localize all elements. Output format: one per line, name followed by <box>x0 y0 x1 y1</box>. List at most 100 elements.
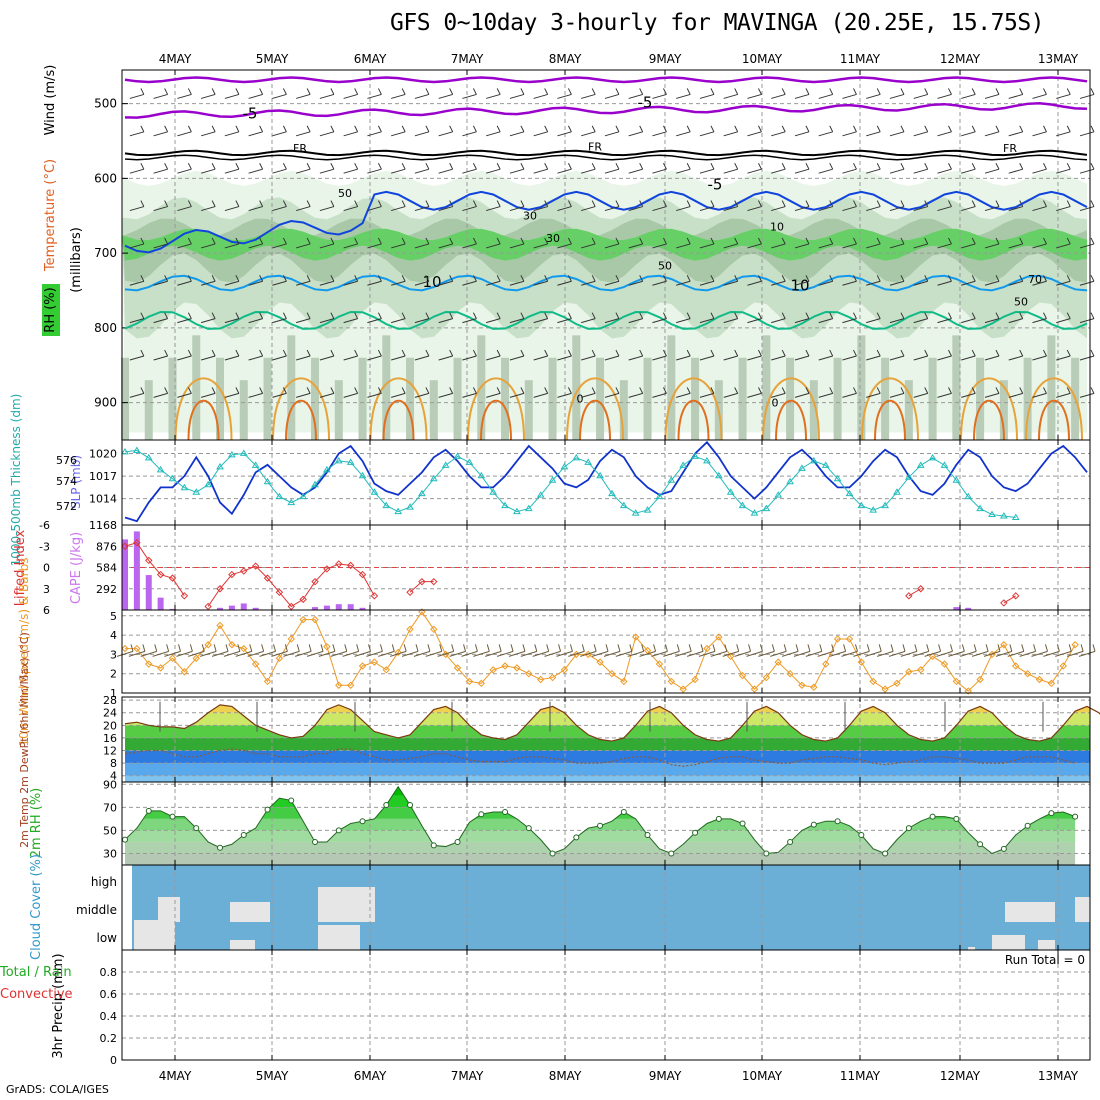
wind-barb-flag <box>781 387 786 394</box>
date-label-top: 5MAY <box>256 52 289 66</box>
wind-barb <box>224 206 240 212</box>
thickness-point <box>596 471 604 479</box>
thickness-point <box>418 489 426 497</box>
wind-barb <box>652 168 667 174</box>
wind-barb <box>771 280 786 286</box>
lifted-index-point <box>406 588 414 596</box>
wind-barb <box>200 280 216 286</box>
wind-barb <box>937 93 952 99</box>
wind-barb <box>557 168 572 174</box>
wind10m-axis-label: 10m Wind Speed (m/s) & Barbs <box>17 558 31 747</box>
wind-barb-flag <box>758 125 762 133</box>
wind-barb-flag <box>259 312 264 319</box>
wind-barb-flag <box>1090 237 1095 245</box>
rh-area <box>125 786 1076 865</box>
lifted-tick-label: 6 <box>43 604 50 617</box>
wind-barb-flag <box>282 162 287 170</box>
wind-barb <box>557 206 572 212</box>
wind-barb <box>224 355 240 361</box>
wind-barb-flag <box>615 237 620 245</box>
pressure-tick-label: 700 <box>94 246 117 260</box>
thickness-point <box>192 488 201 495</box>
wind-barb-flag <box>591 237 596 245</box>
surface-wind-barb-flag <box>688 644 692 652</box>
wind-tick-label: 4 <box>110 629 117 642</box>
wind-speed-point <box>1047 679 1056 688</box>
wind-barb-flag <box>591 88 596 95</box>
surface-wind-barb-flag <box>1056 644 1060 652</box>
wind-barb-flag <box>1066 125 1071 133</box>
wind-barb-flag <box>829 162 834 170</box>
wind-barb-flag <box>401 312 406 319</box>
wind-barb-flag <box>164 200 169 207</box>
thickness-point <box>952 476 961 483</box>
wind-barb <box>1008 392 1023 398</box>
wind-barb-flag <box>710 349 715 357</box>
thickness-tick-label: 574 <box>56 475 77 488</box>
surface-wind-barb <box>853 650 870 657</box>
cape-bar <box>228 605 235 610</box>
thickness-point <box>750 509 759 516</box>
wind-barb-flag <box>140 275 145 282</box>
surface-wind-barb-flag <box>831 644 835 652</box>
wind-barb <box>604 168 620 174</box>
wind-barb <box>747 243 762 249</box>
cape-bar <box>953 607 960 610</box>
wind-barb <box>866 355 881 361</box>
thickness-point <box>394 507 403 515</box>
wind-barb <box>153 392 168 398</box>
surface-wind-barb-flag <box>546 644 550 652</box>
wind-barb <box>581 318 596 324</box>
wind-barb <box>462 355 477 361</box>
wind-barb <box>438 355 453 361</box>
rh2m-axis-label: 2m RH (%) <box>29 788 44 859</box>
lifted-index-point <box>180 592 189 600</box>
wind-barb <box>961 168 976 174</box>
wind-speed-point <box>477 679 486 688</box>
wind-barb-flag <box>472 237 477 245</box>
wind-barb <box>866 206 881 212</box>
surface-wind-barb <box>271 650 288 657</box>
wind-barb-flag <box>377 275 382 282</box>
temp-contour-neg10 <box>124 76 1088 84</box>
wind-barb <box>272 93 287 99</box>
date-label-top: 10MAY <box>742 52 783 66</box>
surface-wind-barb-flag <box>712 644 716 652</box>
surface-wind-barb <box>663 650 680 657</box>
wind-barb-flag <box>472 88 477 95</box>
rh-plume <box>311 357 320 440</box>
wind-speed-point <box>655 660 664 668</box>
wind-barb-flag <box>1043 237 1047 245</box>
wind-barb <box>747 318 762 324</box>
wind-speed-point <box>798 681 806 689</box>
wind-barb <box>509 243 525 249</box>
wind-barb <box>818 280 833 286</box>
wind-barb-flag <box>781 88 786 95</box>
wind-barb-flag <box>1019 162 1024 170</box>
wind-barb <box>628 280 643 286</box>
wind-barb <box>676 318 691 324</box>
rh-legend-swatch <box>42 284 60 336</box>
wind-barb-flag <box>544 162 549 170</box>
wind-barb-flag <box>1019 349 1024 357</box>
temp-tick-label: 28 <box>103 694 117 707</box>
wind-barb <box>676 131 691 137</box>
wind-barb-flag <box>615 275 620 282</box>
wind-barb-flag <box>853 88 857 95</box>
wind-barb-flag <box>948 349 952 357</box>
lifted-index-point <box>168 574 177 582</box>
wind-barb <box>248 243 263 249</box>
surface-wind-barb-flag <box>985 644 989 652</box>
wind-barb-flag <box>710 88 715 95</box>
surface-wind-barb-flag <box>486 644 490 652</box>
wind-barb-flag <box>781 200 786 207</box>
cloud-level-label: high <box>91 875 117 889</box>
surface-wind-barb <box>164 650 181 657</box>
surface-wind-barb-flag <box>415 644 419 652</box>
wind-barb-flag <box>734 200 739 207</box>
wind-barb <box>771 131 786 137</box>
wind-speed-line <box>125 611 1076 692</box>
wind-barb <box>1079 206 1095 212</box>
wind-barb-flag <box>734 125 739 133</box>
wind-speed-point <box>513 664 521 672</box>
